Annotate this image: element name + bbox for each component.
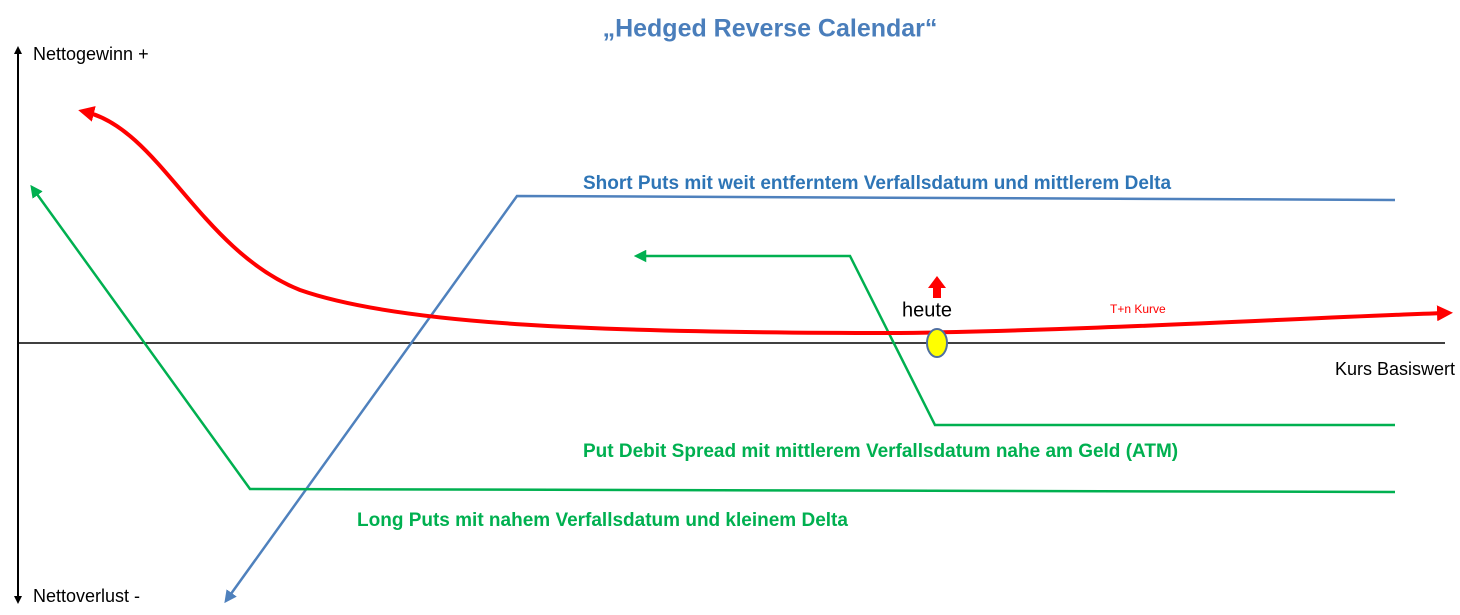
long-puts-label: Long Puts mit nahem Verfallsdatum und kl… <box>357 510 848 531</box>
y-top-label: Nettogewinn + <box>33 44 149 64</box>
y-bottom-label: Nettoverlust - <box>33 586 140 606</box>
x-label: Kurs Basiswert <box>1335 359 1455 379</box>
today-label: heute <box>902 299 952 321</box>
title: „Hedged Reverse Calendar“ <box>603 15 938 43</box>
short-puts-label: Short Puts mit weit entferntem Verfallsd… <box>583 173 1171 194</box>
debit-spread-label: Put Debit Spread mit mittlerem Verfallsd… <box>583 441 1178 462</box>
up-arrow <box>928 276 946 298</box>
t-plus-n-label: T+n Kurve <box>1110 302 1166 316</box>
t-plus-n-curve <box>78 106 1453 336</box>
today-marker <box>926 328 948 358</box>
debit-spread-line <box>633 249 1395 427</box>
